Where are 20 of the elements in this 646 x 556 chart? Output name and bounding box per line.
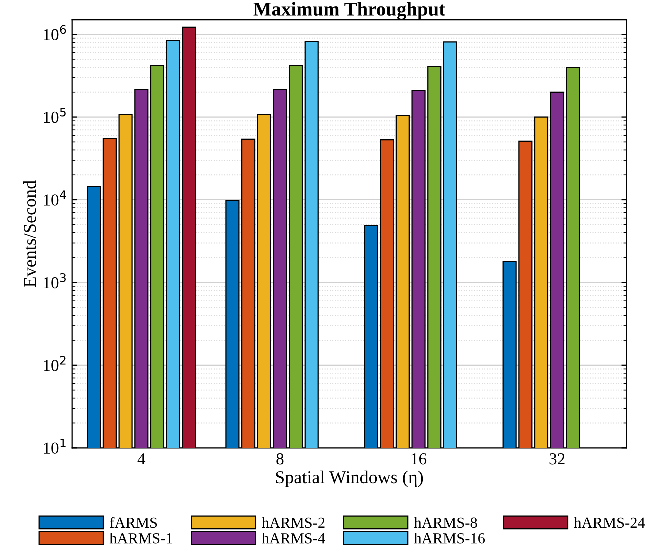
y-tick-label: 10$^{3}$ bbox=[44, 273, 66, 289]
x-tick-label: 16 bbox=[412, 454, 427, 465]
legend-label: hARMS-2 bbox=[262, 517, 325, 528]
legend-label: hARMS-16 bbox=[414, 532, 486, 544]
legend-label: hARMS-8 bbox=[414, 517, 478, 528]
legend-label: hARMS-1 bbox=[110, 532, 172, 544]
legend-label: hARMS-4 bbox=[262, 532, 326, 544]
x-tick-label: 8 bbox=[276, 453, 284, 465]
legend-label: fARMS bbox=[110, 517, 158, 528]
x-tick-label: 4 bbox=[138, 454, 146, 465]
y-axis-title: Events/Second bbox=[24, 180, 36, 288]
y-tick-label: 10$^{1}$ bbox=[44, 438, 66, 454]
x-axis-title: Spatial Windows (η) bbox=[276, 470, 424, 488]
x-tick-label: 32 bbox=[550, 454, 565, 465]
y-tick-label: 10$^{2}$ bbox=[44, 356, 66, 372]
y-tick-label: 10$^{5}$ bbox=[44, 108, 66, 124]
y-tick-label: 10$^{6}$ bbox=[44, 25, 66, 41]
y-tick-label: 10$^{4}$ bbox=[44, 190, 66, 206]
legend-label: hARMS-24 bbox=[574, 517, 646, 528]
chart-title: Maximum Throughput bbox=[254, 2, 446, 20]
